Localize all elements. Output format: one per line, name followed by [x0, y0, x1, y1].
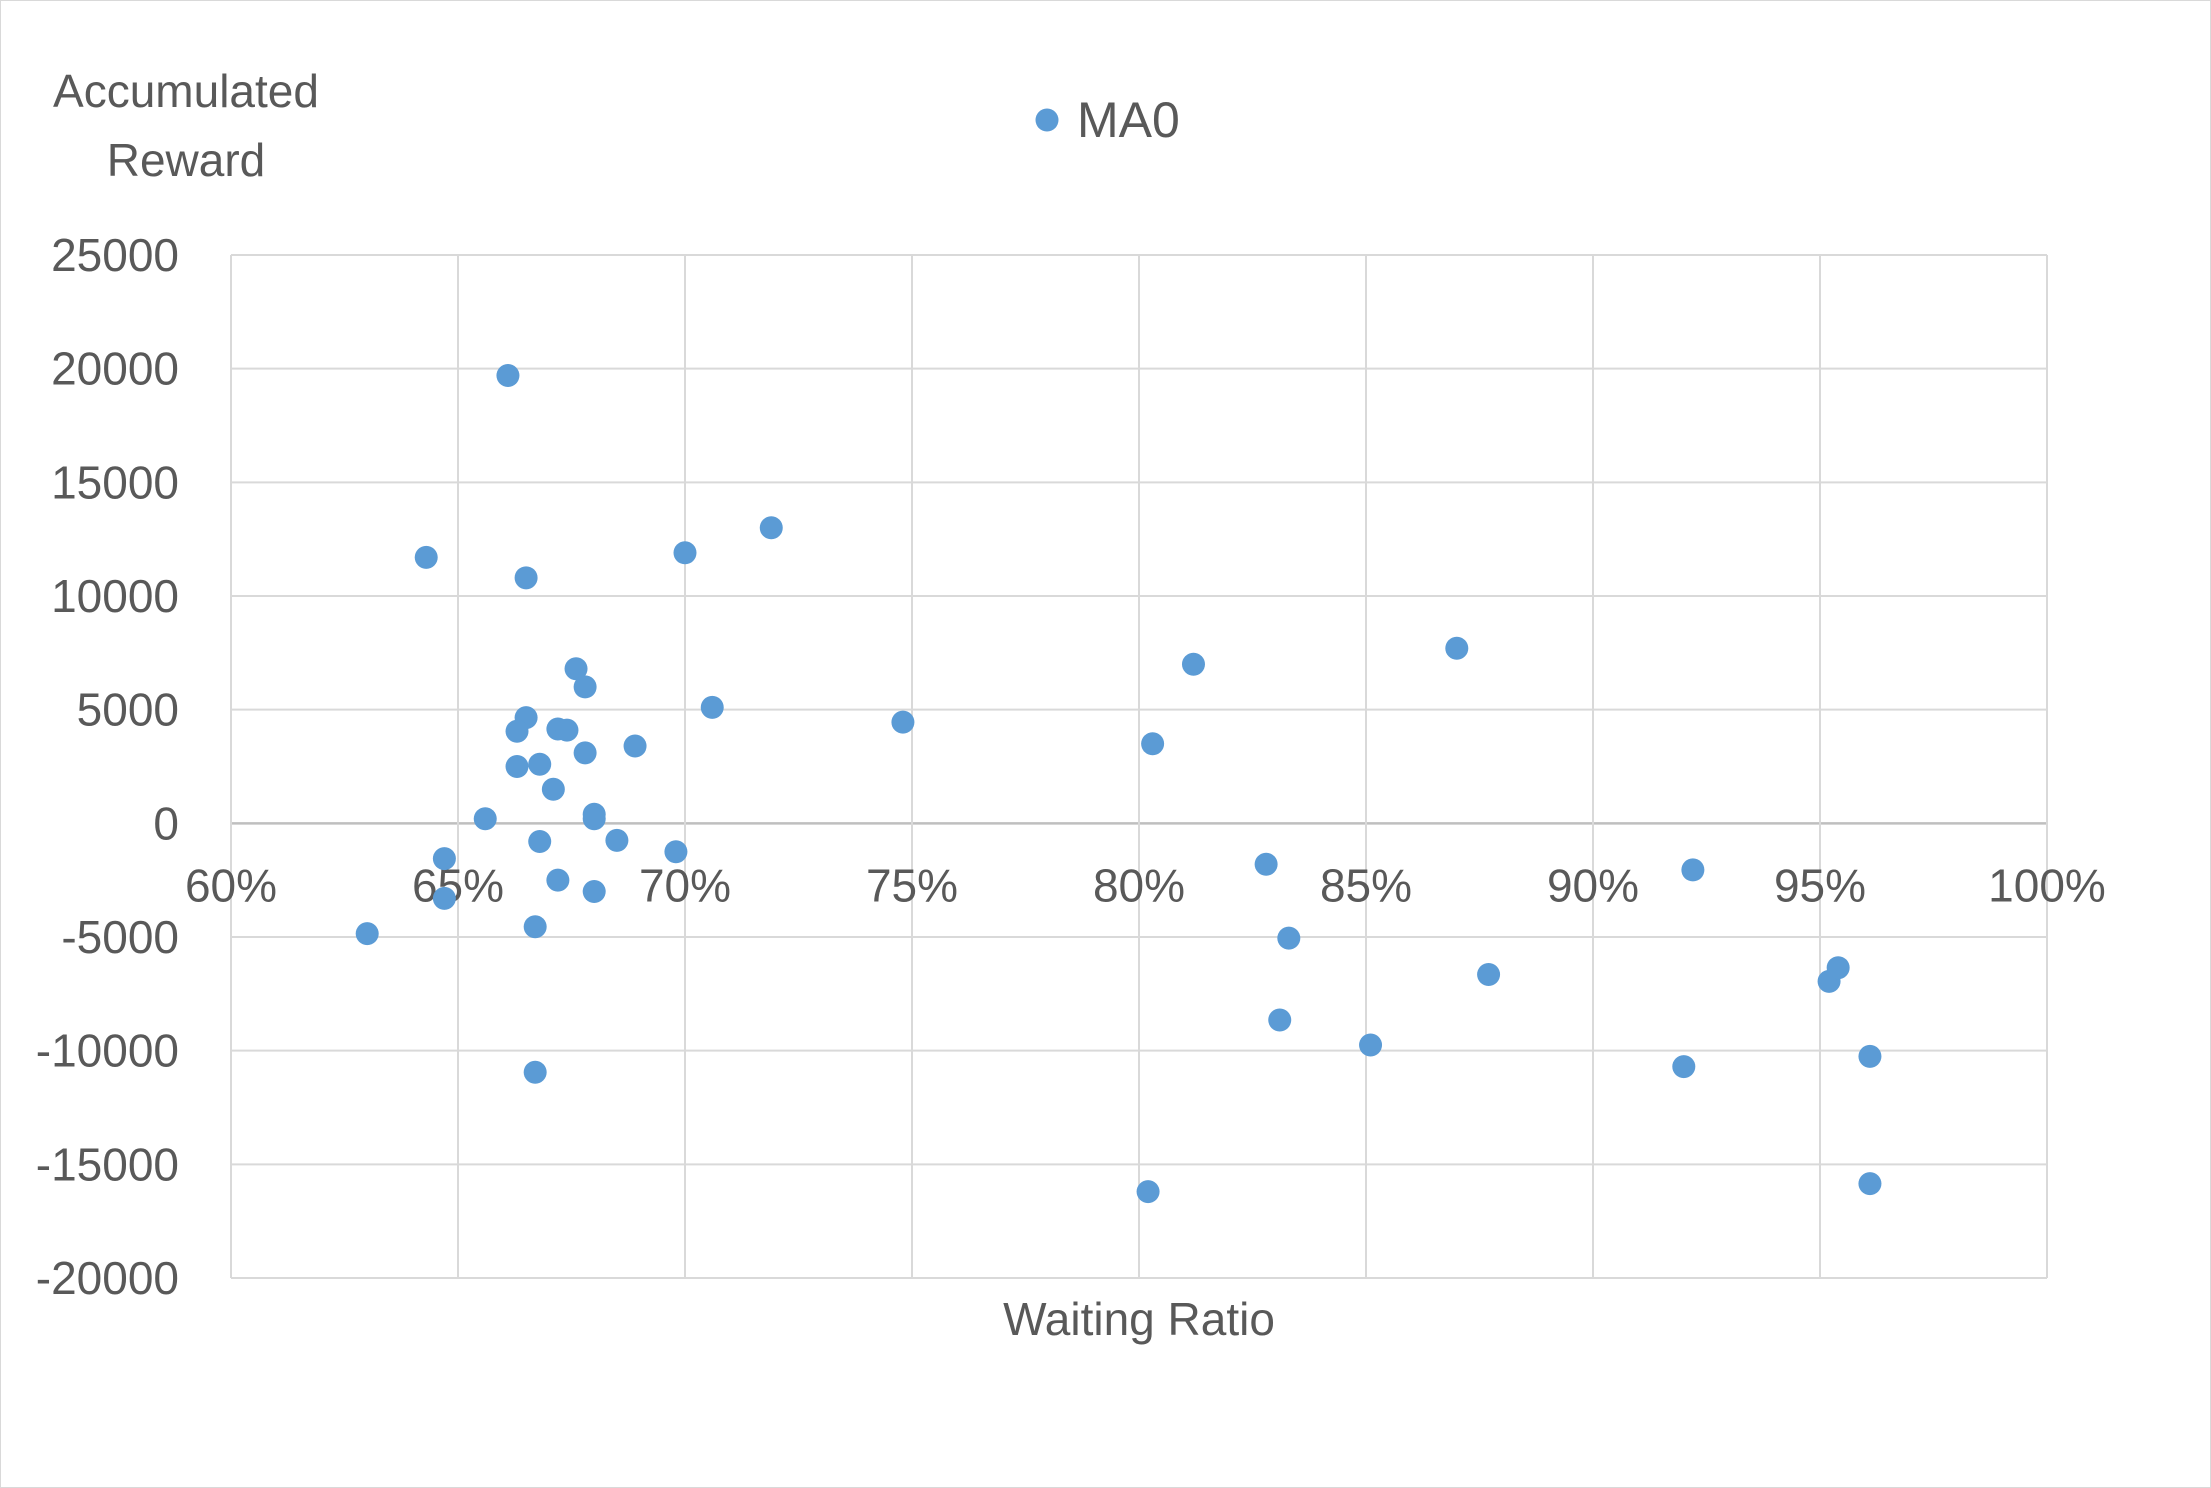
data-points [355, 363, 1882, 1204]
data-point [523, 915, 547, 939]
data-point [1136, 1180, 1160, 1204]
data-point [355, 922, 379, 946]
y-tick-label: 5000 [77, 684, 179, 736]
data-point [432, 847, 456, 871]
y-tick-label: -20000 [36, 1252, 179, 1304]
data-point [528, 752, 552, 776]
data-point [1477, 963, 1501, 987]
y-tick-label: -5000 [61, 911, 179, 963]
data-point [573, 741, 597, 765]
x-tick-label: 100% [1988, 859, 2106, 911]
x-tick-label: 65% [412, 859, 504, 911]
x-tick-label: 70% [639, 859, 731, 911]
data-point [891, 710, 915, 734]
legend-marker [1035, 108, 1059, 132]
data-point [528, 830, 552, 854]
y-tick-label: 0 [153, 797, 179, 849]
data-point [573, 675, 597, 699]
data-point [473, 807, 497, 831]
y-tick-label: 25000 [51, 229, 179, 281]
data-point [1858, 1044, 1882, 1068]
data-point [1277, 926, 1301, 950]
y-axis-tick-labels: 25000 20000 15000 10000 5000 0 -5000 -10000 -150… [36, 229, 179, 1304]
data-point [432, 886, 456, 910]
x-tick-label: 75% [866, 859, 958, 911]
data-point [1181, 652, 1205, 676]
grid-lines [230, 254, 2048, 1279]
data-point [505, 755, 529, 778]
data-point [582, 807, 606, 831]
x-tick-label: 85% [1320, 859, 1412, 911]
x-tick-label: 90% [1547, 859, 1639, 911]
data-point [700, 695, 724, 719]
data-point [664, 840, 688, 864]
data-point [1254, 852, 1278, 876]
data-point [546, 868, 570, 892]
legend: MA0 [1035, 92, 1180, 148]
data-point [1141, 732, 1165, 756]
data-point [564, 657, 588, 681]
data-point [555, 718, 579, 742]
data-point [582, 880, 606, 904]
data-point [523, 1060, 547, 1084]
y-axis-title-line-2: Reward [107, 134, 266, 186]
y-tick-label: -10000 [36, 1025, 179, 1077]
data-point [623, 734, 647, 758]
data-point [496, 363, 520, 387]
data-point [1826, 956, 1850, 980]
data-point [514, 566, 538, 590]
x-tick-label: 60% [185, 859, 277, 911]
y-tick-label: -15000 [36, 1138, 179, 1190]
x-tick-label: 95% [1774, 859, 1866, 911]
legend-label-ma0: MA0 [1077, 92, 1180, 148]
y-tick-label: 20000 [51, 343, 179, 395]
data-point [1681, 858, 1705, 882]
data-point [605, 828, 629, 852]
y-axis-title-line-1: Accumulated [53, 65, 319, 117]
data-point [1359, 1033, 1383, 1057]
data-point [1858, 1172, 1882, 1196]
data-point [1672, 1055, 1696, 1079]
data-point [1268, 1008, 1292, 1032]
data-point [673, 541, 697, 565]
y-tick-label: 10000 [51, 570, 179, 622]
x-axis-tick-labels: 60% 65% 70% 75% 80% 85% 90% 95% 100% [185, 859, 2106, 911]
data-point [414, 545, 438, 569]
y-tick-label: 15000 [51, 456, 179, 508]
x-tick-label: 80% [1093, 859, 1185, 911]
x-axis-title: Waiting Ratio [1003, 1293, 1275, 1345]
data-point [759, 516, 783, 540]
data-point [505, 719, 529, 743]
data-point [1445, 636, 1469, 660]
data-point [541, 777, 565, 801]
